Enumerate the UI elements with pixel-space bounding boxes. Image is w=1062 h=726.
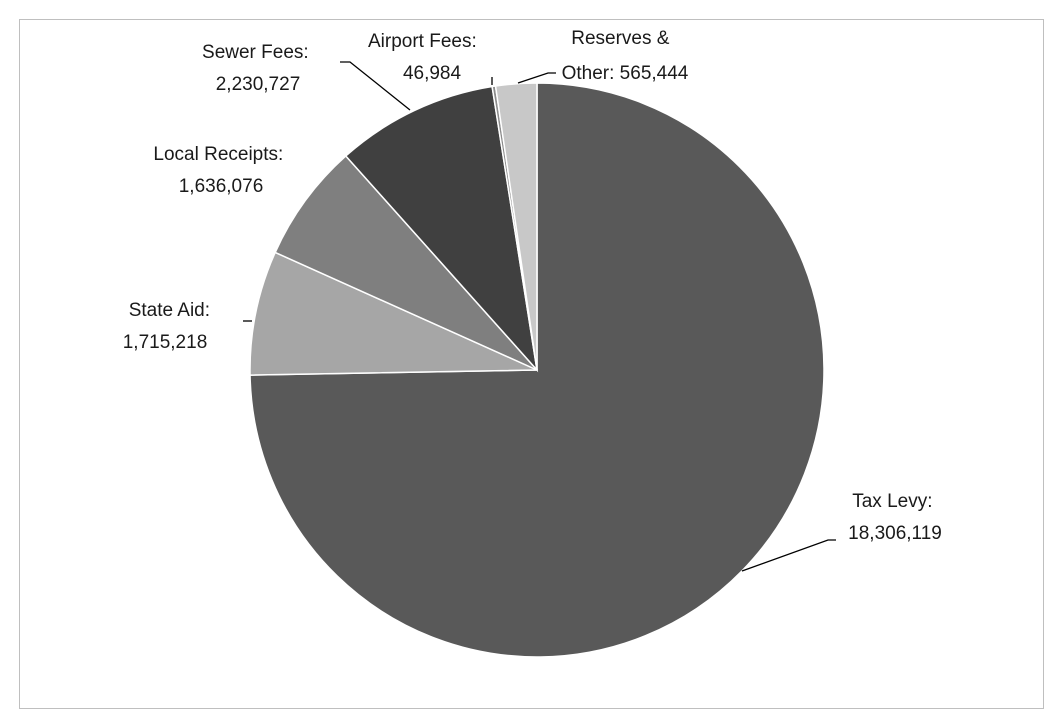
label-state-aid-name: State Aid: (129, 300, 210, 321)
label-local-receipts: Local Receipts: 1,636,076 (153, 144, 288, 197)
label-sewer-fees-value: 2,230,727 (216, 74, 301, 95)
label-reserves-other-value: Other: 565,444 (562, 63, 689, 84)
pie-slice-local-receipts (274, 154, 538, 371)
label-airport-fees-value: 46,984 (403, 63, 462, 84)
label-sewer-fees: Sewer Fees: 2,230,727 (202, 42, 314, 95)
pie-slice-reserves-other (494, 82, 538, 371)
label-airport-fees-name: Airport Fees: (368, 31, 477, 52)
label-state-aid: State Aid: 1,715,218 (123, 300, 216, 353)
leader-line-sewer-fees (340, 61, 411, 111)
label-local-receipts-value: 1,636,076 (179, 176, 264, 197)
pie-slice-sewer-fees (344, 85, 539, 373)
label-airport-fees: Airport Fees: 46,984 (368, 31, 482, 84)
leader-lines (243, 61, 836, 572)
leader-line-tax-levy (741, 539, 836, 572)
label-reserves-other-name: Reserves & (571, 28, 670, 49)
label-local-receipts-name: Local Receipts: (153, 144, 283, 165)
label-tax-levy-value: 18,306,119 (848, 523, 942, 544)
label-sewer-fees-name: Sewer Fees: (202, 42, 309, 63)
label-reserves-other: Reserves & Other: 565,444 (562, 28, 689, 84)
pie-slice-state-aid (249, 251, 538, 376)
label-tax-levy: Tax Levy: 18,306,119 (848, 491, 942, 544)
leader-line-reserves-other (517, 72, 556, 84)
label-state-aid-value: 1,715,218 (123, 332, 208, 353)
pie-slices (249, 82, 825, 658)
label-tax-levy-name: Tax Levy: (852, 491, 932, 512)
